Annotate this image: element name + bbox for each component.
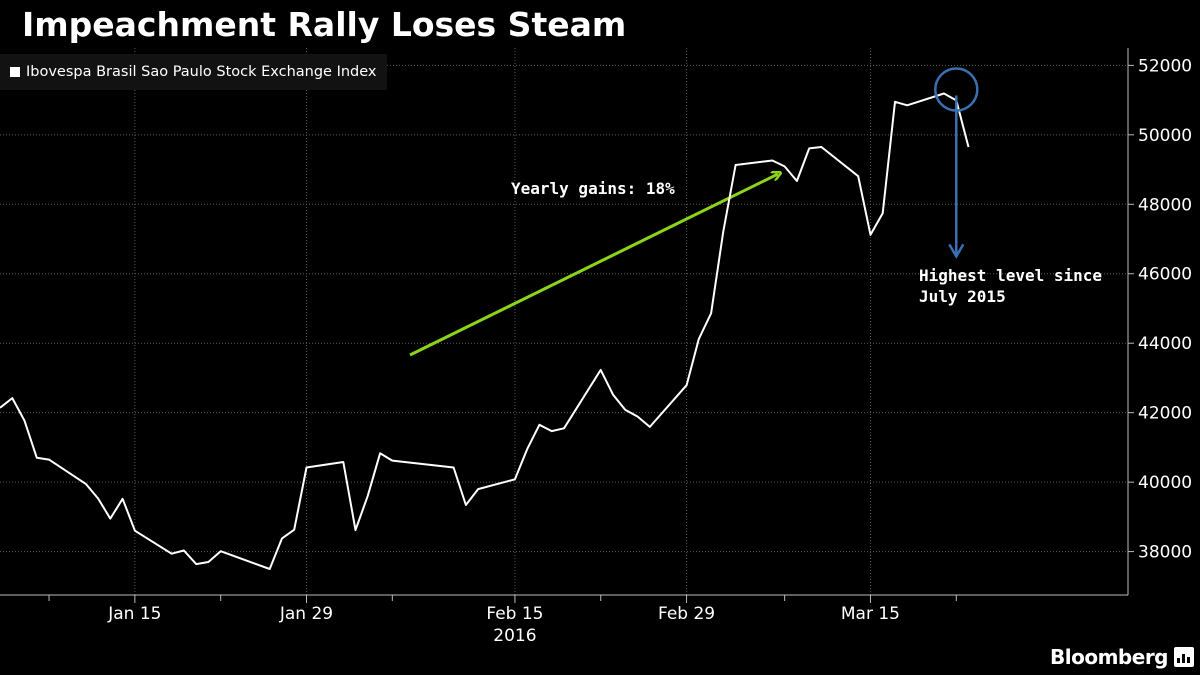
bloomberg-logo: Bloomberg — [1050, 645, 1194, 669]
brand-name: Bloomberg — [1050, 645, 1168, 669]
highest-level-label-line: July 2015 — [919, 287, 1006, 306]
y-tick-label: 48000 — [1138, 195, 1192, 215]
legend-swatch — [10, 67, 20, 77]
yearly-gains-arrow — [409, 174, 778, 357]
x-tick-label: Jan 15 — [107, 604, 161, 624]
y-tick-label: 46000 — [1138, 265, 1192, 285]
markers — [934, 67, 979, 259]
chart-title: Impeachment Rally Loses Steam — [22, 5, 627, 44]
x-tick-label: Jan 29 — [279, 604, 333, 624]
grid-lines — [0, 48, 1128, 595]
peak-arrowhead — [948, 243, 965, 259]
x-tick-label: Feb 15 — [486, 604, 543, 624]
y-tick-label: 50000 — [1138, 126, 1192, 146]
x-axis-year-label: 2016 — [493, 626, 536, 646]
bloomberg-chart-icon — [1174, 647, 1194, 667]
x-tick-label: Feb 29 — [658, 604, 715, 624]
y-tick-label: 42000 — [1138, 404, 1192, 424]
x-tick-label: Mar 15 — [841, 604, 900, 624]
legend-label: Ibovespa Brasil Sao Paulo Stock Exchange… — [26, 64, 377, 80]
highest-level-label-line: Highest level since — [919, 266, 1102, 285]
y-tick-label: 52000 — [1138, 56, 1192, 76]
y-tick-label: 44000 — [1138, 334, 1192, 354]
axes: 38000 40000 42000 44000 46000 48000 50000 52000… — [0, 48, 1192, 646]
series-layer — [0, 92, 970, 570]
legend: Ibovespa Brasil Sao Paulo Stock Exchange… — [0, 54, 387, 90]
annotations: Yearly gains: 18% Highest level since July… — [409, 174, 1102, 357]
series-line — [0, 92, 970, 570]
y-tick-label: 38000 — [1138, 543, 1192, 563]
yearly-gains-label: Yearly gains: 18% — [511, 179, 675, 198]
y-tick-label: 40000 — [1138, 473, 1192, 493]
